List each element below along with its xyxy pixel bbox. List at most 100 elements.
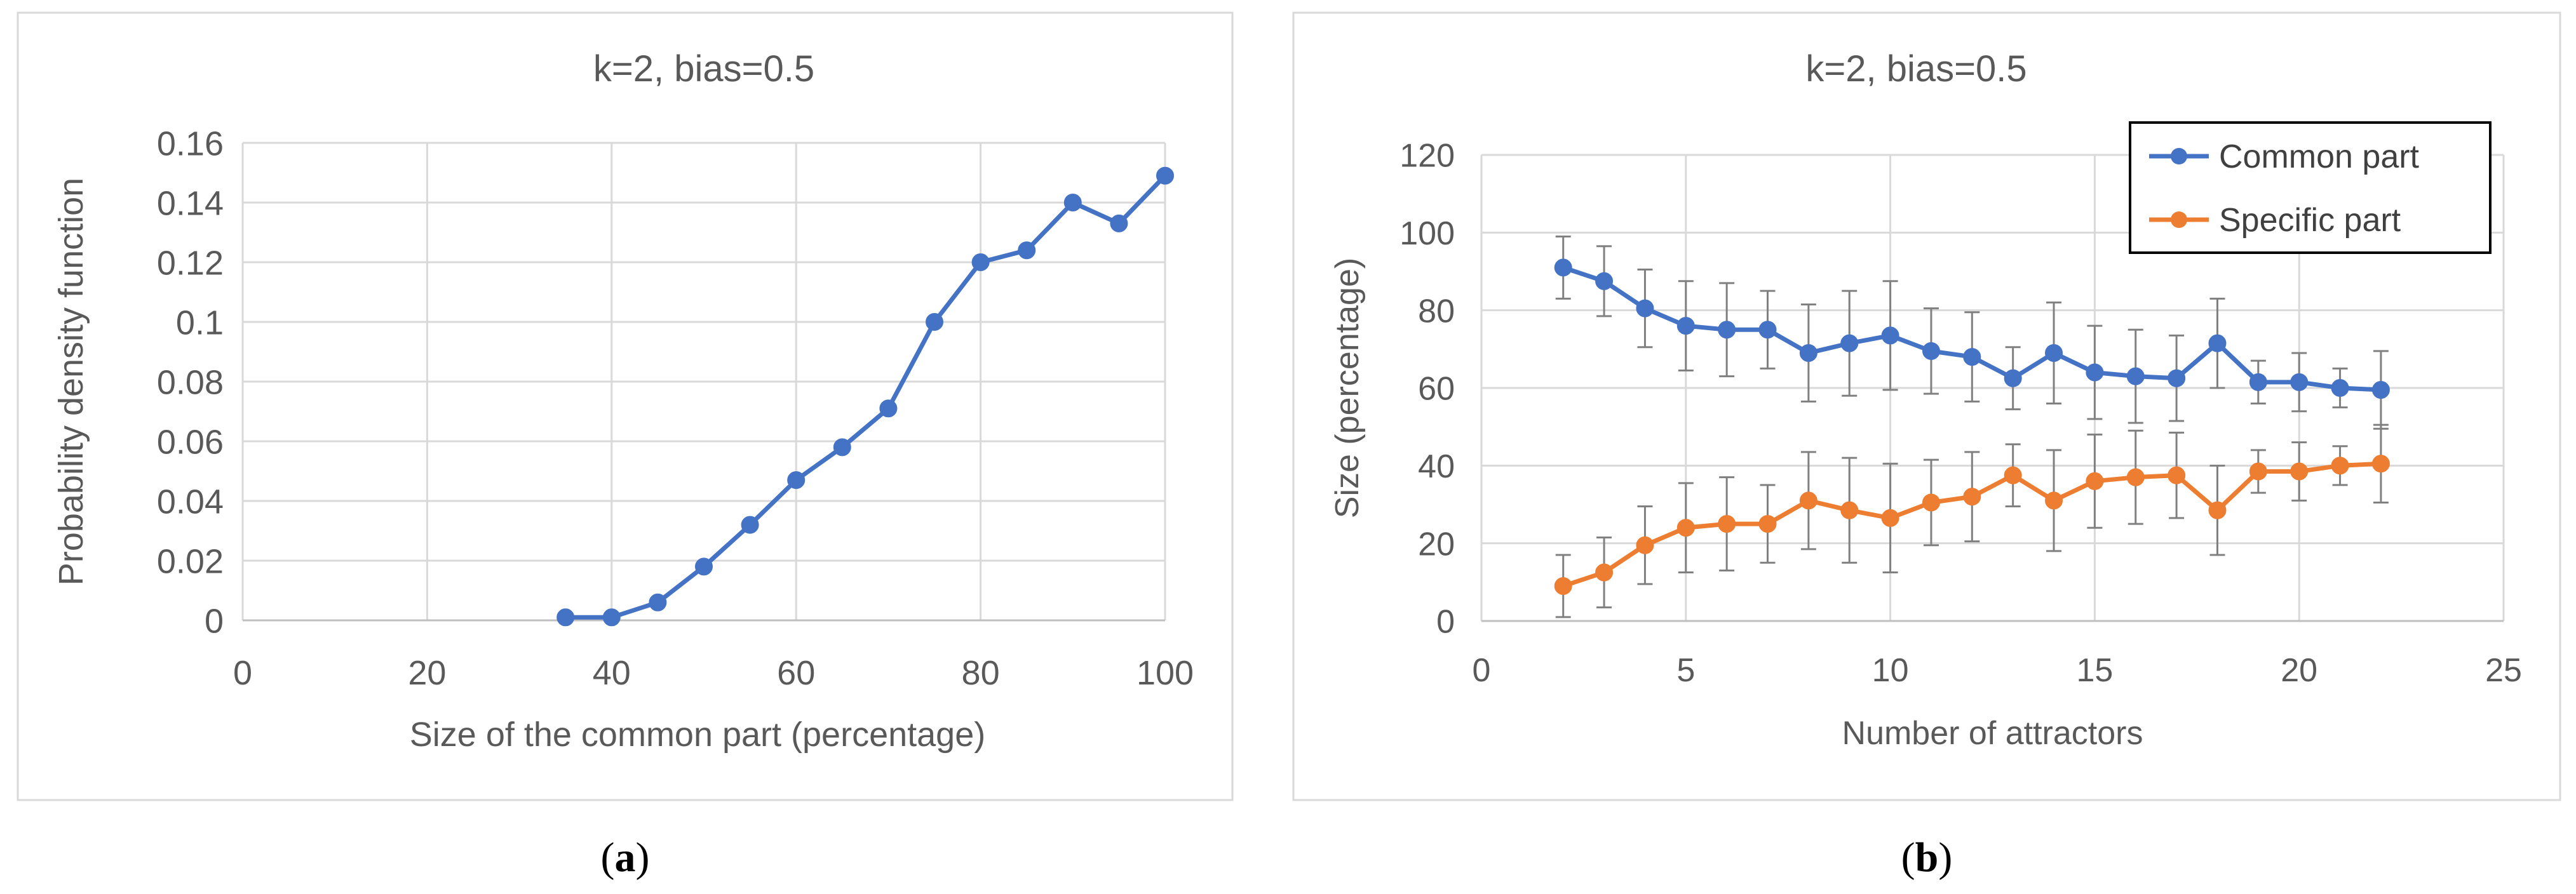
data-point (695, 557, 713, 576)
x-tick-label: 10 (1872, 652, 1909, 689)
data-point (1636, 536, 1654, 554)
data-point (741, 516, 759, 534)
data-point (1963, 488, 1981, 506)
data-point (1110, 214, 1128, 232)
y-tick-label: 80 (1418, 293, 1455, 330)
y-axis-label: Probability density function (52, 178, 90, 585)
data-point (2086, 472, 2104, 490)
panel-label: (b) (1901, 834, 1953, 881)
x-tick-label: 5 (1676, 652, 1695, 689)
panel-label: (a) (601, 834, 650, 881)
data-point (1799, 491, 1817, 510)
y-tick-label: 0 (205, 602, 224, 640)
data-point (1595, 563, 1614, 582)
data-point (2168, 466, 2186, 484)
x-axis-label: Number of attractors (1842, 715, 2143, 752)
x-tick-label: 0 (233, 654, 252, 692)
data-point (2126, 468, 2145, 486)
data-point (2371, 381, 2390, 399)
data-point (1554, 258, 1572, 277)
data-point (1156, 166, 1174, 185)
y-tick-label: 0.14 (157, 184, 224, 222)
legend-label: Common part (2219, 138, 2420, 175)
legend-marker (2171, 211, 2187, 228)
y-tick-label: 20 (1418, 526, 1455, 563)
data-point (1881, 509, 1899, 527)
data-point (2168, 369, 2186, 387)
x-tick-label: 100 (1136, 654, 1194, 692)
data-point (1718, 515, 1736, 533)
data-point (926, 313, 943, 331)
x-tick-label: 40 (593, 654, 631, 692)
x-axis-label: Size of the common part (percentage) (410, 716, 985, 754)
data-point (2331, 379, 2349, 397)
data-point (2208, 334, 2227, 352)
data-point (1922, 342, 1940, 360)
data-point (2331, 457, 2349, 475)
data-point (1963, 348, 1981, 366)
legend-marker (2171, 148, 2187, 164)
data-point (833, 438, 851, 457)
y-tick-label: 0.12 (157, 244, 224, 282)
legend-label: Specific part (2219, 202, 2401, 239)
chart-title: k=2, bias=0.5 (593, 48, 814, 90)
data-point (1758, 515, 1777, 533)
data-point (787, 471, 806, 490)
x-tick-label: 60 (777, 654, 815, 692)
data-point (1018, 241, 1036, 260)
data-point (1676, 519, 1695, 537)
chart-border-a (17, 11, 1234, 801)
data-point (2290, 373, 2309, 391)
data-point (1595, 272, 1614, 290)
data-point (1676, 317, 1695, 335)
x-tick-label: 25 (2485, 652, 2522, 689)
data-point (1922, 493, 1940, 512)
y-tick-label: 0.08 (157, 363, 224, 401)
data-point (1554, 577, 1572, 595)
y-tick-label: 0.1 (176, 304, 224, 342)
data-point (1636, 299, 1654, 317)
y-tick-label: 40 (1418, 448, 1455, 485)
data-point (1881, 326, 1899, 345)
y-tick-label: 0.16 (157, 124, 224, 163)
data-point (2126, 367, 2145, 385)
x-tick-label: 20 (408, 654, 446, 692)
y-tick-label: 0.02 (157, 542, 224, 580)
data-point (2249, 373, 2267, 391)
data-point (649, 593, 667, 611)
y-tick-label: 0.06 (157, 423, 224, 461)
data-point (602, 608, 621, 627)
x-tick-label: 0 (1473, 652, 1491, 689)
x-tick-label: 80 (962, 654, 1000, 692)
data-point (1840, 501, 1859, 519)
legend-box (2129, 121, 2492, 254)
x-tick-label: 20 (2281, 652, 2317, 689)
data-point (2004, 369, 2022, 387)
data-point (971, 253, 990, 271)
y-tick-label: 60 (1418, 371, 1455, 408)
chart-title: k=2, bias=0.5 (1805, 48, 2026, 90)
data-point (2086, 363, 2104, 382)
data-point (1840, 334, 1859, 352)
data-point (2045, 491, 2063, 510)
y-tick-label: 0.04 (157, 483, 224, 521)
data-point (2249, 462, 2267, 481)
data-point (879, 399, 898, 418)
data-point (2004, 466, 2022, 484)
data-point (1718, 321, 1736, 339)
data-point (1063, 194, 1082, 211)
y-tick-label: 0 (1436, 604, 1455, 641)
y-tick-label: 120 (1399, 138, 1455, 175)
data-point (2045, 344, 2063, 362)
data-point (1758, 321, 1777, 339)
series-line (565, 174, 1167, 620)
data-point (1799, 344, 1817, 362)
data-point (2290, 462, 2309, 481)
x-tick-label: 15 (2076, 652, 2113, 689)
y-axis-label: Size (percentage) (1329, 258, 1366, 518)
data-point (556, 608, 575, 627)
data-point (2371, 455, 2390, 473)
y-tick-label: 100 (1399, 215, 1455, 252)
data-point (2208, 501, 2227, 519)
